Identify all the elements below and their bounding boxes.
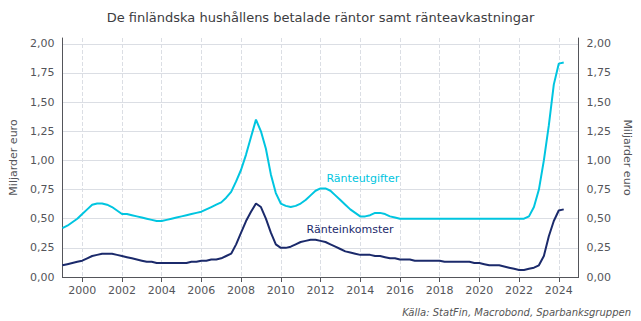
svg-text:0,00: 0,00	[30, 271, 55, 284]
svg-text:0,25: 0,25	[587, 241, 612, 254]
svg-text:2014: 2014	[346, 284, 374, 297]
svg-text:0,50: 0,50	[30, 212, 55, 225]
svg-text:0,50: 0,50	[587, 212, 612, 225]
svg-text:2,00: 2,00	[587, 37, 612, 50]
svg-text:Miljarder euro: Miljarder euro	[7, 119, 20, 196]
svg-text:De finländska hushållens betal: De finländska hushållens betalade räntor…	[107, 10, 535, 25]
svg-text:1,75: 1,75	[30, 66, 55, 79]
svg-text:2018: 2018	[426, 284, 454, 297]
svg-text:2008: 2008	[227, 284, 255, 297]
svg-text:2006: 2006	[187, 284, 215, 297]
svg-text:2016: 2016	[386, 284, 414, 297]
svg-text:2,00: 2,00	[30, 37, 55, 50]
svg-text:0,75: 0,75	[30, 183, 55, 196]
svg-text:Ränteutgifter: Ränteutgifter	[326, 172, 399, 185]
svg-text:1,75: 1,75	[587, 66, 612, 79]
svg-text:1,25: 1,25	[587, 125, 612, 138]
svg-text:1,50: 1,50	[30, 96, 55, 109]
svg-text:0,25: 0,25	[30, 241, 55, 254]
svg-text:1,00: 1,00	[30, 154, 55, 167]
svg-text:2020: 2020	[465, 284, 493, 297]
svg-text:1,00: 1,00	[587, 154, 612, 167]
svg-text:Källa: StatFin, Macrobond, Spa: Källa: StatFin, Macrobond, Sparbanksgrup…	[402, 307, 631, 318]
svg-text:1,50: 1,50	[587, 96, 612, 109]
svg-text:1,25: 1,25	[30, 125, 55, 138]
svg-text:2012: 2012	[307, 284, 335, 297]
svg-text:0,00: 0,00	[587, 271, 612, 284]
svg-text:2002: 2002	[108, 284, 136, 297]
svg-text:2010: 2010	[267, 284, 295, 297]
svg-text:2004: 2004	[148, 284, 176, 297]
svg-text:Miljarder euro: Miljarder euro	[621, 119, 634, 196]
svg-text:2000: 2000	[68, 284, 96, 297]
svg-text:2022: 2022	[505, 284, 533, 297]
svg-text:0,75: 0,75	[587, 183, 612, 196]
svg-text:Ränteinkomster: Ränteinkomster	[307, 223, 394, 236]
svg-text:2024: 2024	[545, 284, 573, 297]
